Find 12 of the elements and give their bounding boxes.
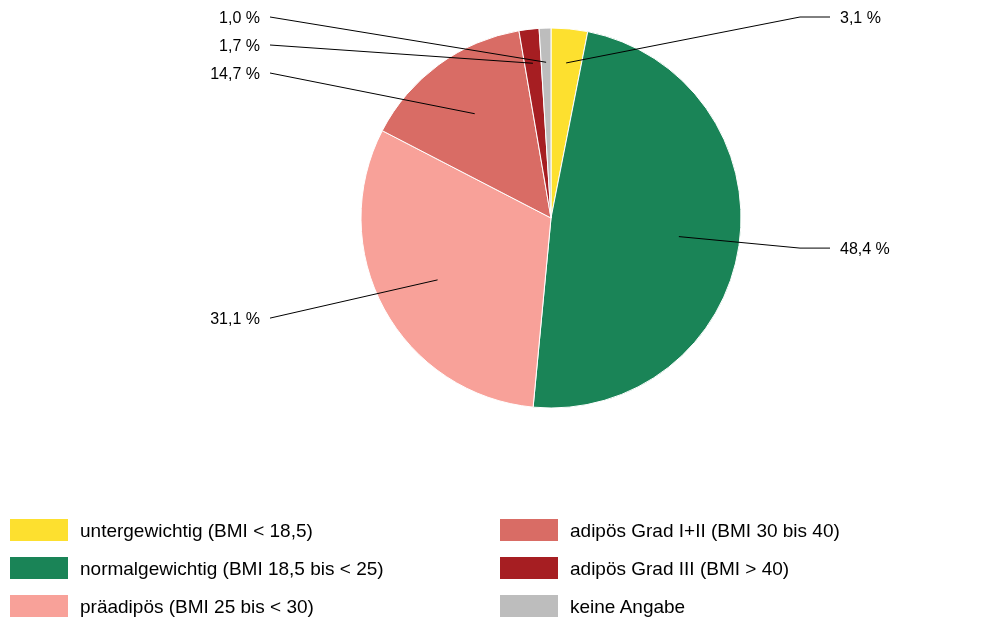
data-label: 1,7 % (219, 36, 260, 54)
legend-label: adipös Grad III (BMI > 40) (570, 557, 790, 579)
data-label: 1,0 % (219, 8, 260, 26)
legend-label: keine Angabe (570, 595, 686, 617)
data-label: 3,1 % (840, 8, 881, 26)
legend-label: normalgewichtig (BMI 18,5 bis < 25) (80, 557, 384, 579)
legend-label: präadipös (BMI 25 bis < 30) (80, 595, 314, 617)
data-label: 14,7 % (210, 64, 260, 82)
data-label: 31,1 % (210, 309, 260, 327)
legend-label: adipös Grad I+II (BMI 30 bis 40) (570, 519, 840, 541)
legend-label: untergewichtig (BMI < 18,5) (80, 519, 313, 541)
data-label: 48,4 % (840, 239, 890, 257)
